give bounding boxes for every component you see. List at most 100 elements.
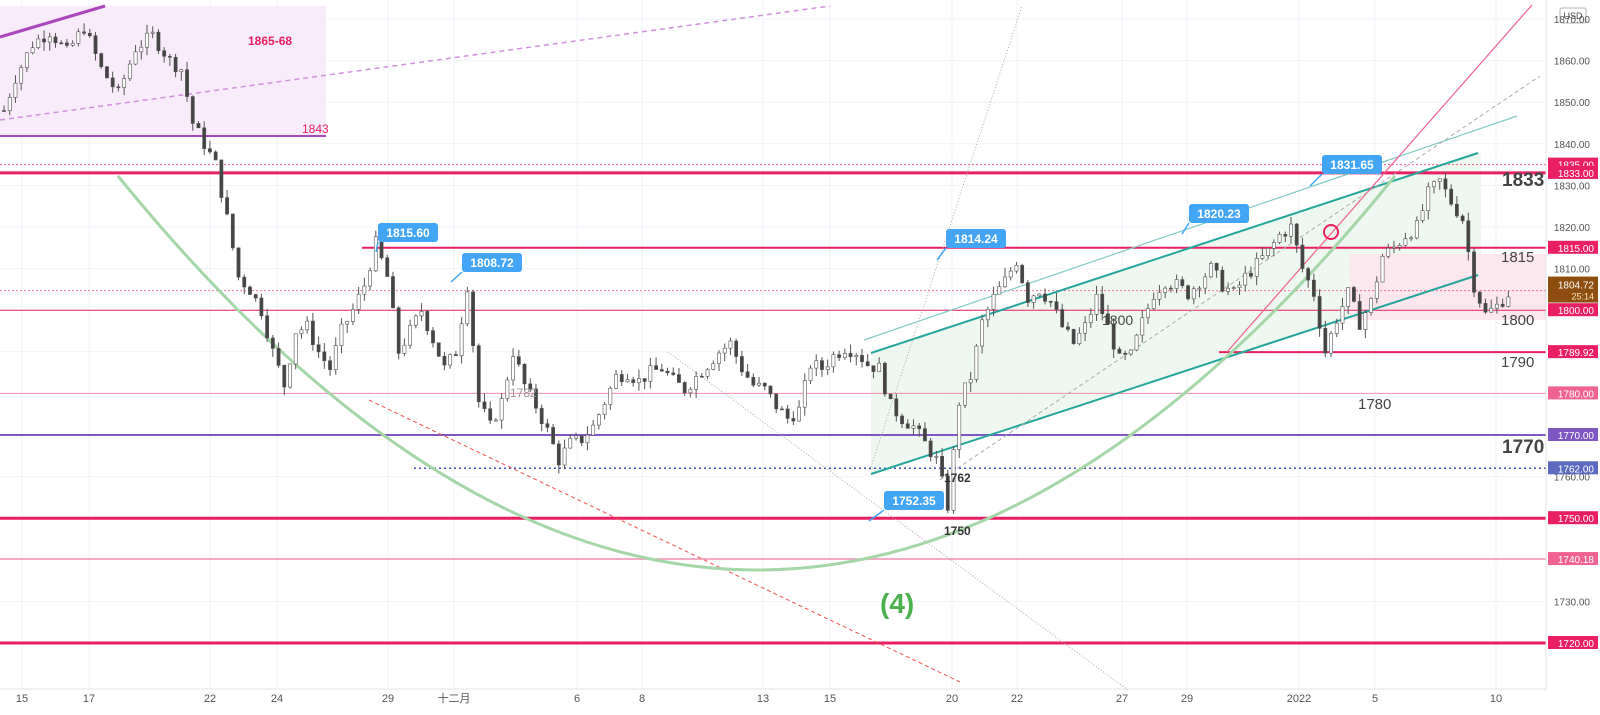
candle-body <box>963 382 967 406</box>
candle-body <box>7 97 12 111</box>
candle-body <box>739 356 744 373</box>
candle-body <box>1220 269 1225 292</box>
candle-body <box>494 419 498 422</box>
candle-body <box>1249 272 1253 277</box>
candle-body <box>1466 220 1471 253</box>
candle-body <box>1334 322 1339 334</box>
annotation-text: (4) <box>880 588 914 619</box>
candle-body <box>728 340 733 349</box>
drawing-tools <box>0 4 1546 691</box>
callout-pointer <box>1309 173 1323 187</box>
y-tick-label: 1810.00 <box>1554 265 1591 276</box>
candle-body <box>659 369 664 372</box>
time-axis: 15 17 22 24 29 十二月 6 8 13 15 20 22 27 29 2022 5 10 <box>0 688 1546 705</box>
candle-body <box>871 365 876 372</box>
y-tick-label: 1730.00 <box>1554 597 1591 608</box>
annotation-text: 1782 <box>510 386 537 400</box>
candle-body <box>556 443 561 466</box>
candle-body <box>356 293 361 310</box>
candle-body <box>905 423 910 429</box>
price-tag-label: 1770.00 <box>1558 431 1595 442</box>
candle-body <box>127 63 132 79</box>
candle-body <box>1203 276 1208 289</box>
candle-body <box>236 247 241 278</box>
callout-label: 1814.24 <box>954 232 998 246</box>
candle-body <box>608 387 613 405</box>
candle-body <box>448 354 453 366</box>
candle-body <box>1506 296 1511 307</box>
candle-body <box>1495 303 1499 309</box>
candle-body <box>116 86 121 89</box>
candle-body <box>219 159 224 198</box>
candle-body <box>24 52 29 68</box>
candle-body <box>831 354 836 368</box>
candle-body <box>1294 223 1299 246</box>
candle-body <box>734 340 739 357</box>
parabolic-curve <box>116 175 1397 572</box>
candle-body <box>585 434 590 444</box>
candle-body <box>368 270 372 287</box>
annotations: 1815.60 1808.72 1814.24 1820.23 1831.65 1752.… <box>248 34 1544 619</box>
candle-body <box>1060 309 1065 328</box>
price-axis: USD 1870.001860.001850.001840.001830.001… <box>1545 0 1600 690</box>
candle-body <box>150 31 155 34</box>
trend-line-gray-dotted-down <box>667 351 1129 691</box>
candle-body <box>248 286 252 295</box>
callout-box <box>1189 204 1249 223</box>
x-tick-label: 8 <box>639 693 645 705</box>
candle-body <box>814 360 819 369</box>
candle-body <box>156 31 161 51</box>
candle-body <box>1289 223 1293 237</box>
price-tag-box <box>1548 345 1598 359</box>
candle-body <box>1266 248 1271 256</box>
upper-left-zone <box>0 6 326 136</box>
annotation-text: 1770 <box>1502 437 1544 458</box>
candle-body <box>1003 276 1007 288</box>
candle-body <box>87 32 92 37</box>
candle-body <box>842 353 847 358</box>
x-tick-label: 22 <box>1011 693 1023 705</box>
candle-body <box>934 456 939 458</box>
candle-body <box>900 415 904 425</box>
candle-body <box>894 398 899 417</box>
candle-body <box>351 309 355 322</box>
price-tag-label: 1762.00 <box>1558 464 1595 475</box>
candle-body <box>522 364 527 385</box>
candle-body <box>42 38 46 43</box>
candle-body <box>339 323 344 346</box>
candle-body <box>528 383 533 390</box>
candle-body <box>825 366 830 370</box>
candle-body <box>265 315 270 339</box>
candle-body <box>145 32 149 48</box>
candle-body <box>911 425 916 429</box>
candle-body <box>282 365 287 388</box>
candle-body <box>1426 186 1431 212</box>
price-tag-label: 1800.00 <box>1558 306 1595 317</box>
candle-body <box>36 38 41 49</box>
candle-body <box>1352 287 1356 302</box>
candle-body <box>396 307 401 354</box>
candle-body <box>179 69 184 73</box>
candle-body <box>985 309 990 321</box>
candle-body <box>1106 313 1110 325</box>
candle-body <box>602 404 607 416</box>
candle-body <box>579 435 584 444</box>
candle-body <box>505 379 510 399</box>
currency-label: USD <box>1563 11 1583 21</box>
candle-body <box>1317 296 1322 329</box>
candle-body <box>1449 188 1454 205</box>
candle-body <box>791 418 796 422</box>
candle-body <box>1094 293 1099 315</box>
candle-body <box>453 354 458 357</box>
trend-line-pink-rising <box>1226 4 1533 353</box>
candle-body <box>991 293 996 310</box>
candle-body <box>688 388 693 394</box>
trend-line-gray-dashed <box>939 75 1541 481</box>
candle-body <box>1346 287 1351 307</box>
candle-body <box>1357 301 1362 330</box>
candle-body <box>1432 181 1436 188</box>
candle-body <box>1088 314 1093 324</box>
candle-body <box>957 404 962 450</box>
y-tick-label: 1830.00 <box>1554 181 1591 192</box>
x-tick-label: 29 <box>1181 693 1193 705</box>
